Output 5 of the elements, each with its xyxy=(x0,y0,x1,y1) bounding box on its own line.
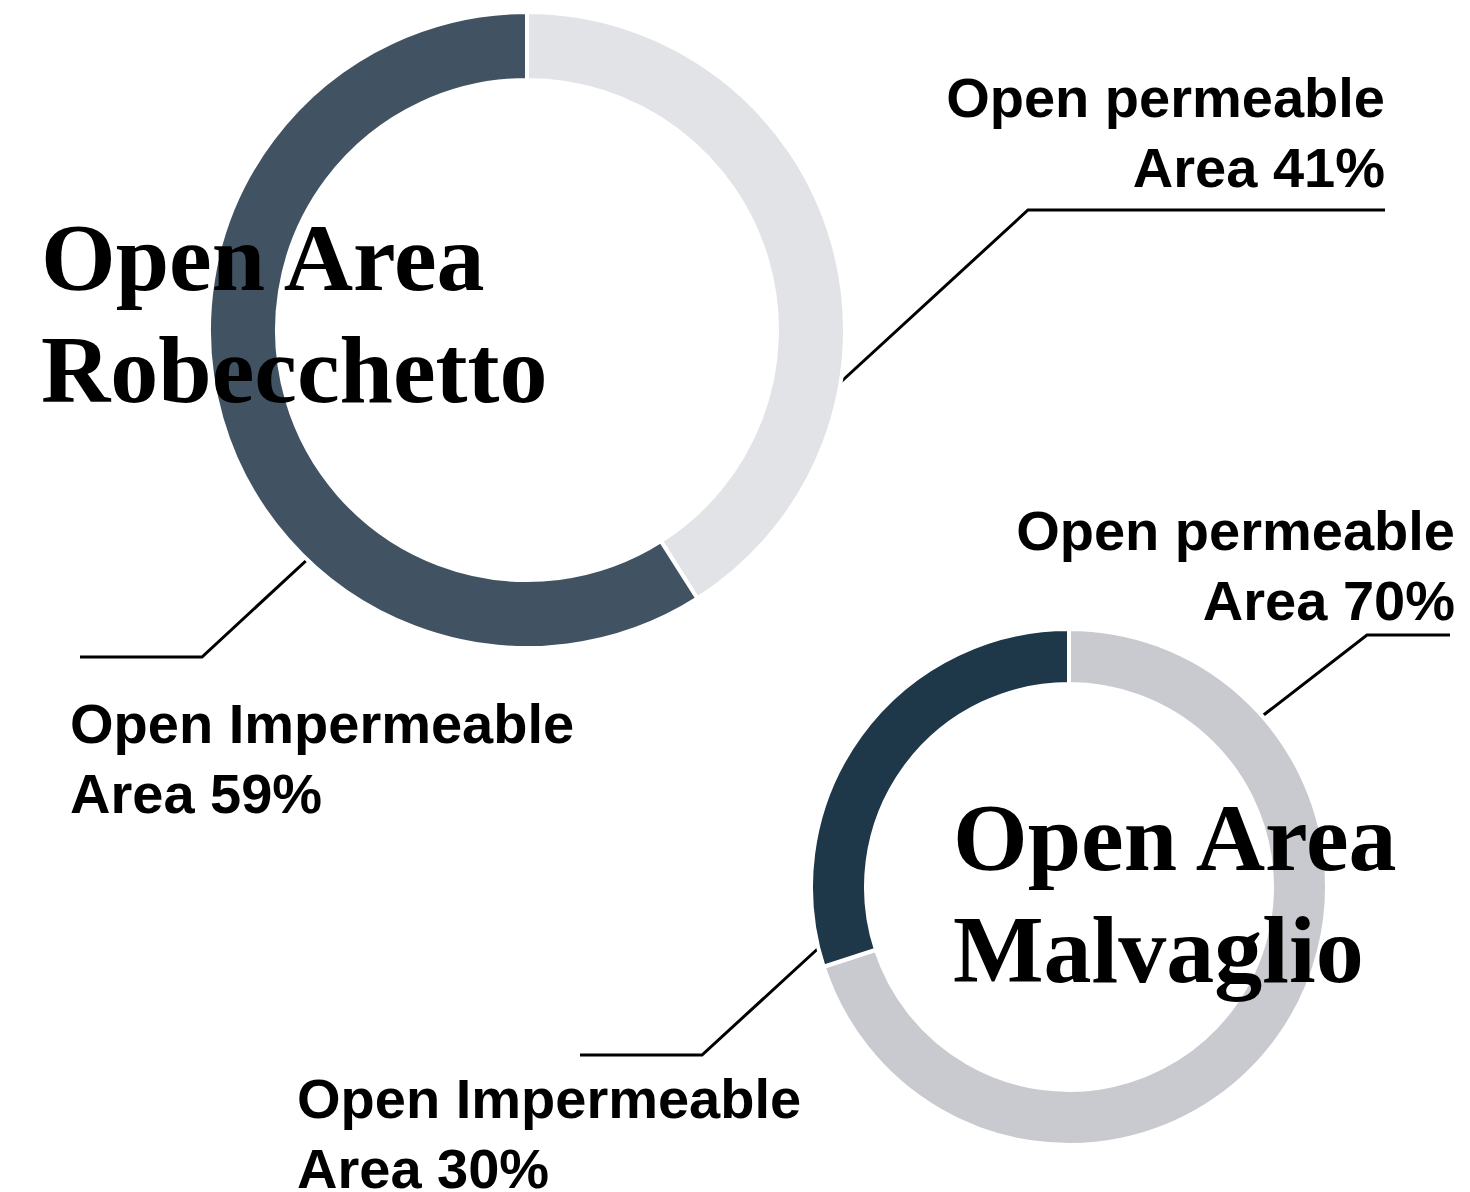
slice-label: Open Impermeable Area 59% xyxy=(70,691,575,825)
slice-label: Open Impermeable Area 30% xyxy=(297,1066,802,1192)
slice-label: Open permeable Area 41% xyxy=(946,65,1385,199)
slice-label: Open permeable Area 70% xyxy=(1016,498,1455,632)
text: Open Area Malvaglio xyxy=(953,783,1421,1003)
